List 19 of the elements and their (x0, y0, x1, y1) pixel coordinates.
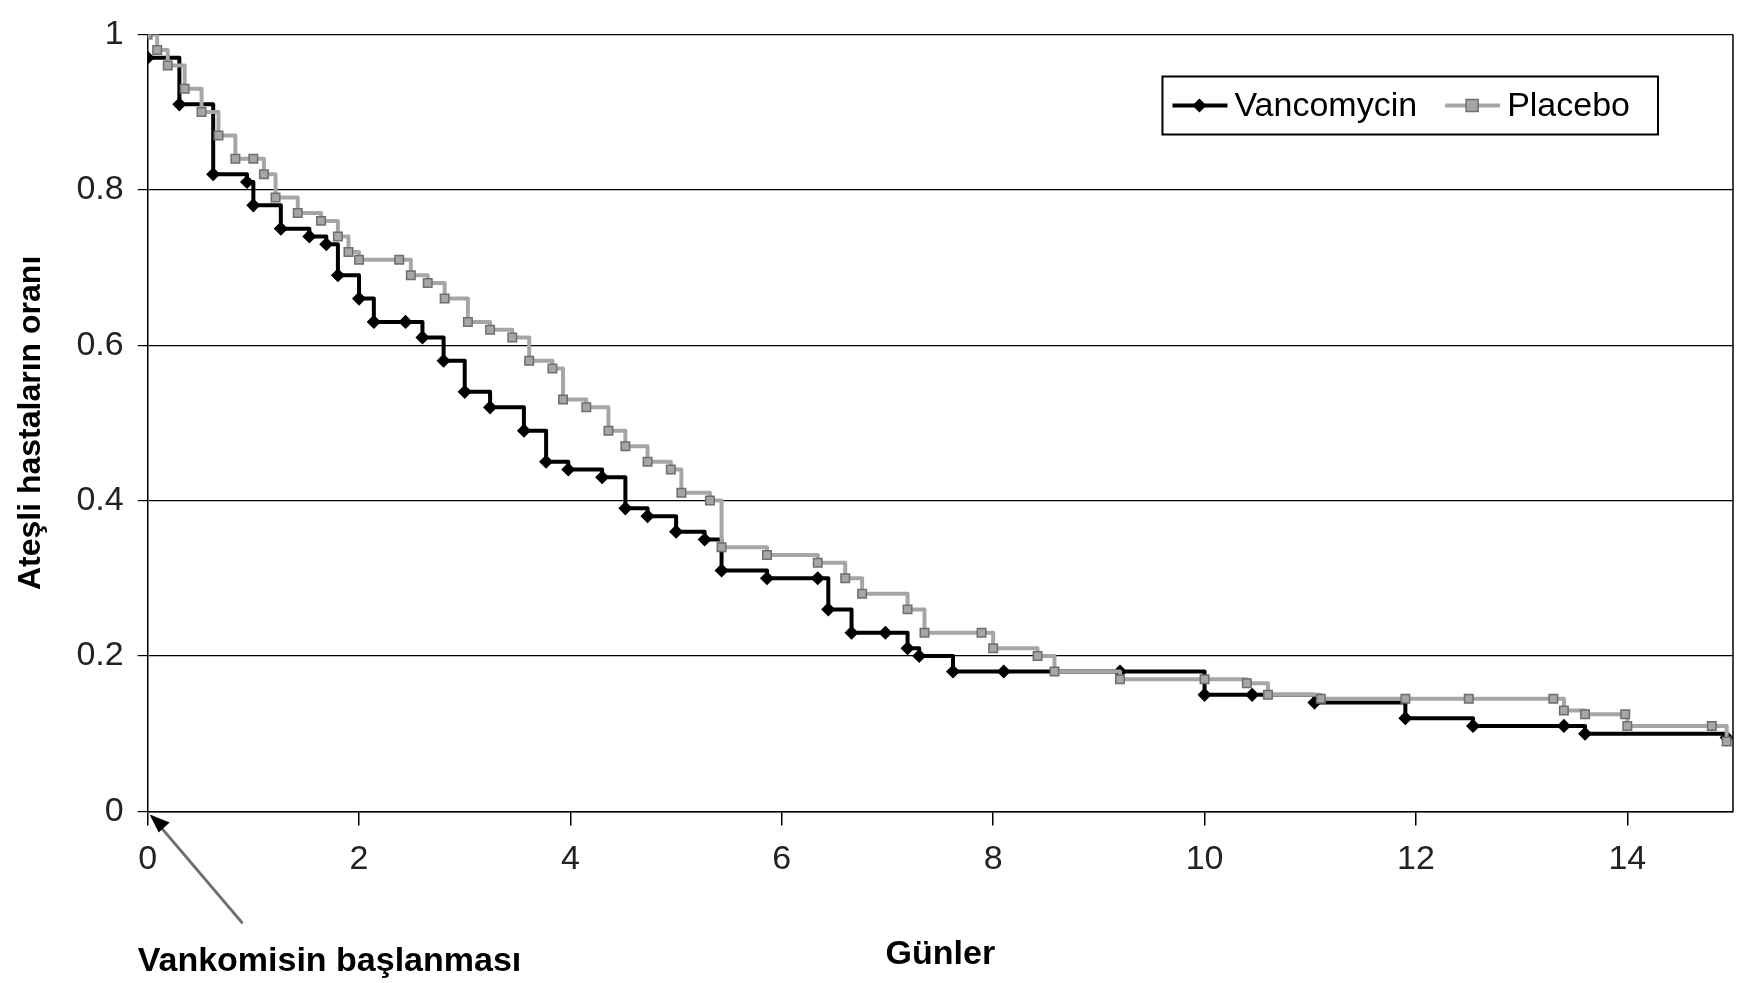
x-tick-label: 12 (1397, 838, 1435, 877)
x-tick-label: 14 (1608, 838, 1647, 877)
x-tick-label: 2 (349, 838, 369, 877)
y-axis-title: Ateşli hastaların oranı (11, 255, 48, 591)
legend-label: Placebo (1507, 84, 1631, 123)
text: Vankomisin başlanması (137, 940, 522, 978)
legend-label: Vancomycin (1234, 84, 1418, 123)
y-tick-label: 0 (104, 789, 124, 828)
y-tick-label: 0.6 (76, 323, 124, 362)
x-tick-label: 4 (560, 838, 580, 877)
y-tick-label: 0.2 (76, 634, 124, 673)
x-axis-title: Günler (885, 932, 996, 971)
x-tick-label: 10 (1185, 838, 1224, 877)
y-tick-label: 0.8 (76, 168, 124, 207)
y-tick-label: 1 (104, 12, 124, 51)
x-tick-label: 8 (983, 838, 1003, 877)
y-tick-label: 0.4 (76, 478, 124, 517)
x-tick-label: 6 (772, 838, 792, 877)
x-tick-label: 0 (138, 838, 158, 877)
